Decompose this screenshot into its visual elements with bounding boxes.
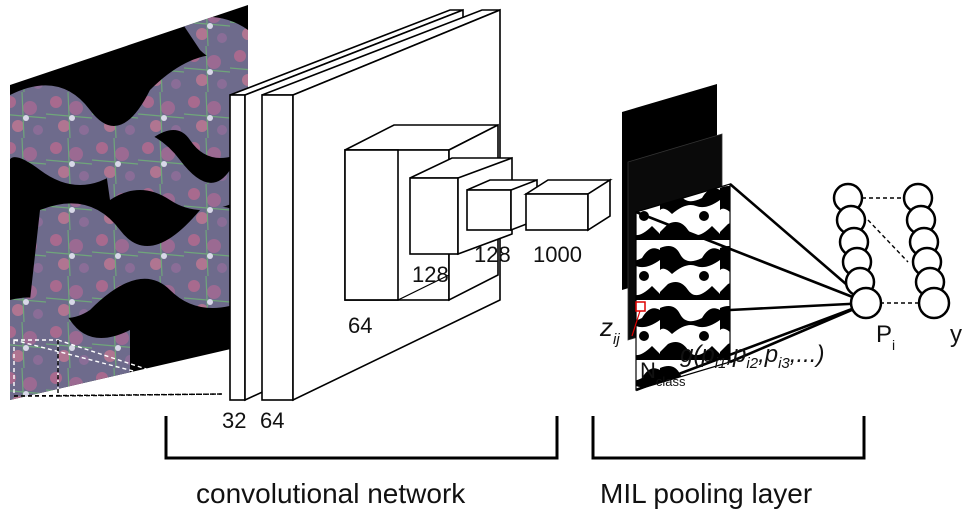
pooling-lines — [635, 183, 869, 392]
conv-layer-128-b — [466, 178, 538, 232]
conv-label-64: 64 — [348, 313, 372, 338]
node-connections — [862, 197, 919, 304]
conv-label-128-a: 128 — [412, 262, 449, 287]
conv-network-label: convolutional network — [196, 478, 466, 509]
input-image — [10, 5, 248, 400]
conv-network-bracket — [164, 416, 559, 460]
input-size-32: 32 — [222, 408, 246, 433]
pi-node-stack — [832, 182, 883, 320]
class-feature-maps — [622, 84, 731, 391]
nclass-label: Nclass — [640, 358, 686, 389]
zij-label: zij — [599, 312, 620, 348]
conv-label-128-b: 128 — [474, 242, 511, 267]
yi-label: y — [950, 321, 962, 348]
g-pooling-formula: g(pi1,pi2,pi3,...) — [680, 341, 824, 372]
fc-label-1000: 1000 — [533, 242, 582, 267]
input-size-64: 64 — [260, 408, 284, 433]
patch-projection-lines — [13, 339, 223, 397]
pi-label: Pi — [876, 321, 895, 353]
fc-layer-1000 — [523, 178, 613, 232]
zij-marker — [635, 301, 646, 312]
yi-node-stack — [902, 182, 951, 320]
mil-pooling-bracket — [591, 416, 866, 460]
mil-pooling-label: MIL pooling layer — [600, 478, 812, 509]
